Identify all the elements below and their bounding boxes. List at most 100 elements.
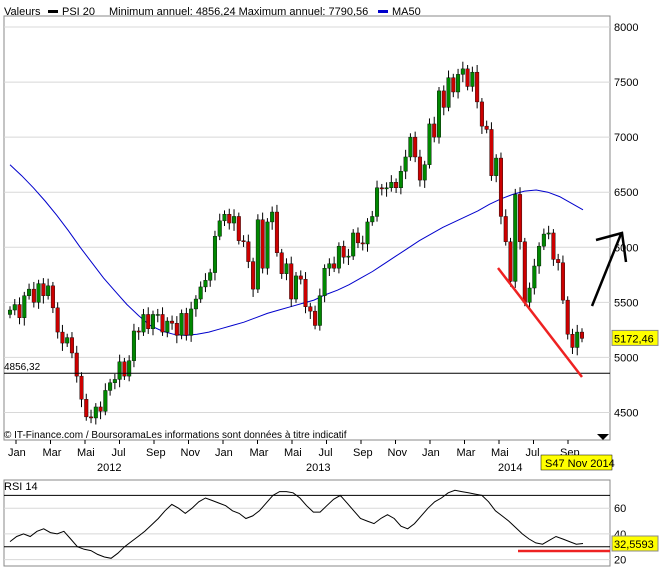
candle-body [203, 280, 208, 288]
candle-body [398, 171, 403, 189]
x-month-label: Jul [319, 447, 333, 459]
candle-body [375, 187, 380, 217]
candle-body [170, 320, 175, 324]
legend-ma-swatch [378, 10, 388, 13]
candle-body [332, 263, 337, 269]
candle-body [198, 286, 203, 300]
candle-body [413, 136, 418, 158]
candle-body [65, 337, 70, 344]
candle-body [27, 288, 32, 296]
candle-body [227, 214, 232, 224]
candle-body [389, 182, 394, 189]
price-y-tick-label: 7500 [614, 77, 638, 89]
candle-body [112, 379, 117, 383]
candle-body [184, 313, 189, 336]
rsi-title: RSI 14 [4, 481, 38, 493]
x-month-label: Jan [8, 447, 26, 459]
legend-series-name: PSI 20 [62, 6, 95, 18]
candle-body [308, 306, 313, 312]
candle-body [484, 125, 489, 130]
candle-body [518, 194, 523, 242]
x-month-label: Mai [77, 447, 95, 459]
candle-body [208, 272, 213, 281]
candle-body [17, 304, 22, 318]
candle-body [508, 241, 513, 282]
candle-body [470, 71, 475, 87]
x-month-label: Sep [146, 447, 166, 459]
candle-body [336, 245, 341, 269]
price-candles [7, 61, 585, 425]
candle-body [494, 157, 499, 176]
candle-body [522, 241, 527, 303]
candle-body [60, 331, 65, 344]
candle-body [284, 263, 289, 274]
price-y-tick-label: 6000 [614, 242, 638, 254]
candle-body [489, 129, 494, 176]
candle-body [503, 216, 508, 242]
candle-body [79, 375, 84, 400]
x-year-label: 2013 [306, 462, 330, 474]
candle-body [89, 416, 94, 419]
candle-body [279, 252, 284, 274]
candle-body [460, 68, 465, 75]
candle-body [150, 314, 155, 329]
candle-body [351, 232, 356, 257]
candle-body [122, 361, 127, 377]
candle-body [341, 245, 346, 258]
candle-body [155, 314, 160, 316]
candle-body [427, 123, 432, 165]
candle-body [303, 279, 308, 307]
price-frame [3, 15, 611, 441]
candle-body [46, 285, 51, 296]
candle-body [575, 331, 580, 348]
candle-body [360, 242, 365, 245]
x-month-label: Nov [388, 447, 408, 459]
candle-body [513, 194, 518, 282]
candle-body [117, 361, 122, 380]
x-year-label: 2012 [97, 462, 121, 474]
x-month-label: Jul [526, 447, 540, 459]
price-grid [3, 15, 611, 441]
candle-body [136, 330, 141, 333]
candle-body [441, 90, 446, 108]
candle-body [456, 74, 461, 93]
x-month-label: Jan [422, 447, 440, 459]
price-y-tick-label: 5500 [614, 297, 638, 309]
candle-body [236, 216, 241, 241]
candle-body [41, 283, 46, 296]
legend-price-swatch [48, 10, 58, 13]
candle-body [165, 320, 170, 333]
candle-body [246, 241, 251, 262]
candle-body [498, 157, 503, 217]
rsi-last-box [611, 535, 659, 552]
candle-body [417, 156, 422, 181]
candle-body [565, 299, 570, 335]
candle-body [479, 101, 484, 127]
ma50-line [9, 164, 584, 336]
x-year-label: 2014 [498, 462, 522, 474]
candle-body [451, 77, 456, 93]
x-month-label: Mai [491, 447, 509, 459]
candle-body [12, 304, 17, 311]
candle-body [50, 285, 55, 309]
candle-body [370, 216, 375, 223]
candle-body [346, 255, 351, 258]
up-arrow-shaft [590, 233, 623, 307]
candle-body [55, 307, 60, 333]
price-y-tick-label: 8000 [614, 22, 638, 34]
legend-ma-name: MA50 [392, 6, 421, 18]
last-value-label: 5172,46 [614, 333, 654, 345]
up-arrow-head [595, 231, 628, 263]
candle-body [465, 68, 470, 87]
x-month-label: Jan [215, 447, 233, 459]
candle-body [222, 214, 227, 222]
candle-body [403, 156, 408, 172]
rsi-y-tick-label: 20 [614, 555, 626, 567]
x-month-label: Sep [353, 447, 373, 459]
candle-body [146, 314, 151, 329]
scroll-down-icon[interactable] [597, 434, 609, 440]
rsi-frame [3, 479, 611, 567]
candle-body [189, 308, 194, 336]
candle-body [556, 259, 561, 263]
